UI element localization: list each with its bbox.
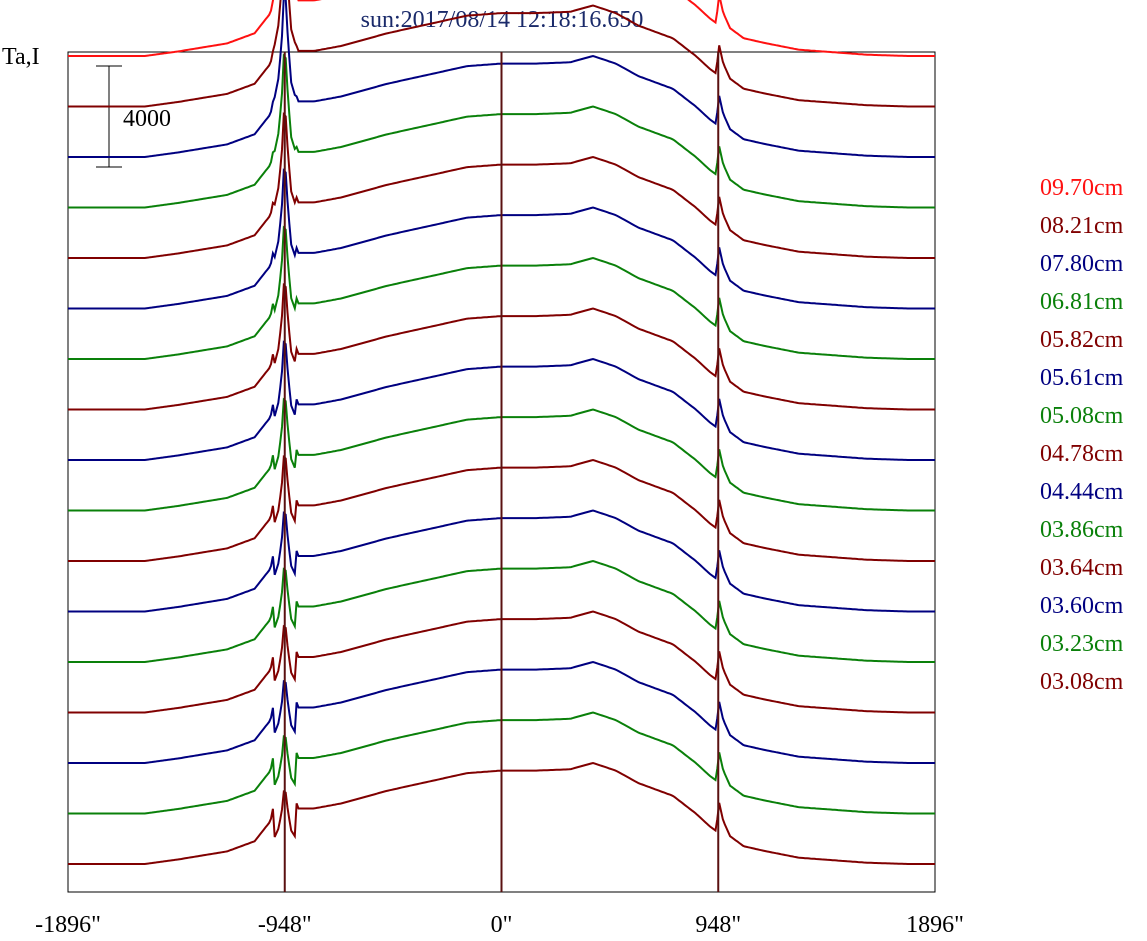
limb-lines	[283, 52, 720, 892]
series-line	[68, 0, 935, 108]
x-tick-labels: -1896" -948" 0" 948" 1896"	[35, 912, 964, 938]
legend-entry: 03.60cm	[1040, 593, 1124, 619]
x-tick-label: -1896"	[35, 912, 101, 938]
legend-entry: 05.61cm	[1040, 365, 1124, 391]
x-tick-label: 1896"	[906, 912, 964, 938]
scale-bar: 4000	[96, 65, 171, 168]
scale-bar-label: 4000	[123, 106, 171, 132]
legend-entry: 04.78cm	[1040, 441, 1124, 467]
y-axis-label: Ta,I	[2, 44, 40, 70]
legend-entry: 07.80cm	[1040, 251, 1124, 277]
legend-entry: 03.23cm	[1040, 631, 1124, 657]
legend-entry: 09.70cm	[1040, 175, 1124, 201]
x-tick-label: 0"	[491, 912, 513, 938]
legend-entry: 04.44cm	[1040, 479, 1124, 505]
legend-entry: 06.81cm	[1040, 289, 1124, 315]
legend-entry: 05.08cm	[1040, 403, 1124, 429]
x-tick-label: 948"	[695, 912, 741, 938]
series-line	[68, 0, 935, 57]
legend-entry: 03.08cm	[1040, 669, 1124, 695]
legend-entry: 05.82cm	[1040, 327, 1124, 353]
legend-entry: 03.86cm	[1040, 517, 1124, 543]
legend: 09.70cm 08.21cm 07.80cm 06.81cm 05.82cm 05.61…	[1040, 175, 1124, 695]
legend-entry: 08.21cm	[1040, 213, 1124, 239]
legend-entry: 03.64cm	[1040, 555, 1124, 581]
x-tick-label: -948"	[258, 912, 312, 938]
